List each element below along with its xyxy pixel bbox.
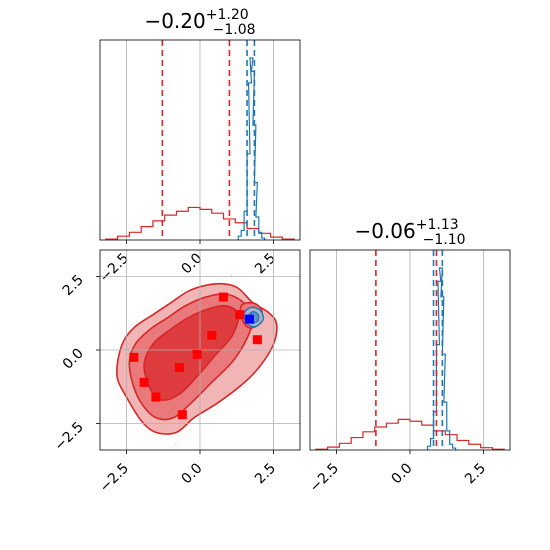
hist-series-2	[237, 57, 266, 240]
x-tick-label: 0.0	[179, 460, 206, 487]
sample-marker	[219, 292, 229, 302]
y-tick-label: 0.0	[60, 346, 87, 373]
contour-level-1	[143, 304, 240, 401]
scatter-contour-panel: −2.5 0.0 2.5 −2.5 0.0 2.5	[51, 249, 301, 496]
x-tick-label: −2.5	[97, 460, 132, 495]
sample-marker	[177, 410, 187, 420]
sample-marker	[207, 330, 217, 340]
x-tick-label: 2.5	[462, 460, 489, 487]
x-tick-label: 0.0	[179, 250, 206, 277]
histogram-panel-2: −2.5 0.0 2.5 −0.06+1.13 −1.10	[307, 217, 511, 496]
axes-frame	[309, 249, 511, 451]
x-tick-label: 0.0	[389, 460, 416, 487]
sample-point	[230, 274, 233, 276]
sample-marker	[235, 310, 245, 320]
x-tick-label: 2.5	[252, 460, 279, 487]
panel-title: −0.06+1.13 −1.10	[354, 217, 465, 248]
y-tick-label: 2.5	[60, 272, 87, 299]
panel-title: −0.20+1.20 −1.08	[144, 7, 255, 38]
axes-frame	[99, 249, 301, 451]
axes-frame	[99, 39, 301, 241]
y-tick-label: −2.5	[51, 419, 86, 454]
sample-marker	[252, 335, 262, 345]
x-tick-label: −2.5	[307, 460, 342, 495]
sample-marker	[151, 392, 161, 402]
sample-point	[175, 443, 177, 446]
truth-marker	[244, 314, 254, 324]
sample-marker	[192, 349, 202, 359]
sample-marker	[139, 377, 149, 387]
sample-marker	[129, 352, 139, 362]
sample-marker	[174, 363, 184, 373]
x-tick-label: 2.5	[252, 250, 279, 277]
hist-series-1	[315, 418, 505, 450]
histogram-panel-1: −2.5 0.0 2.5−0.20+1.20 −1.08	[97, 7, 301, 286]
hist-series-1	[105, 206, 295, 240]
sample-point	[181, 289, 183, 292]
sample-point	[232, 283, 235, 286]
